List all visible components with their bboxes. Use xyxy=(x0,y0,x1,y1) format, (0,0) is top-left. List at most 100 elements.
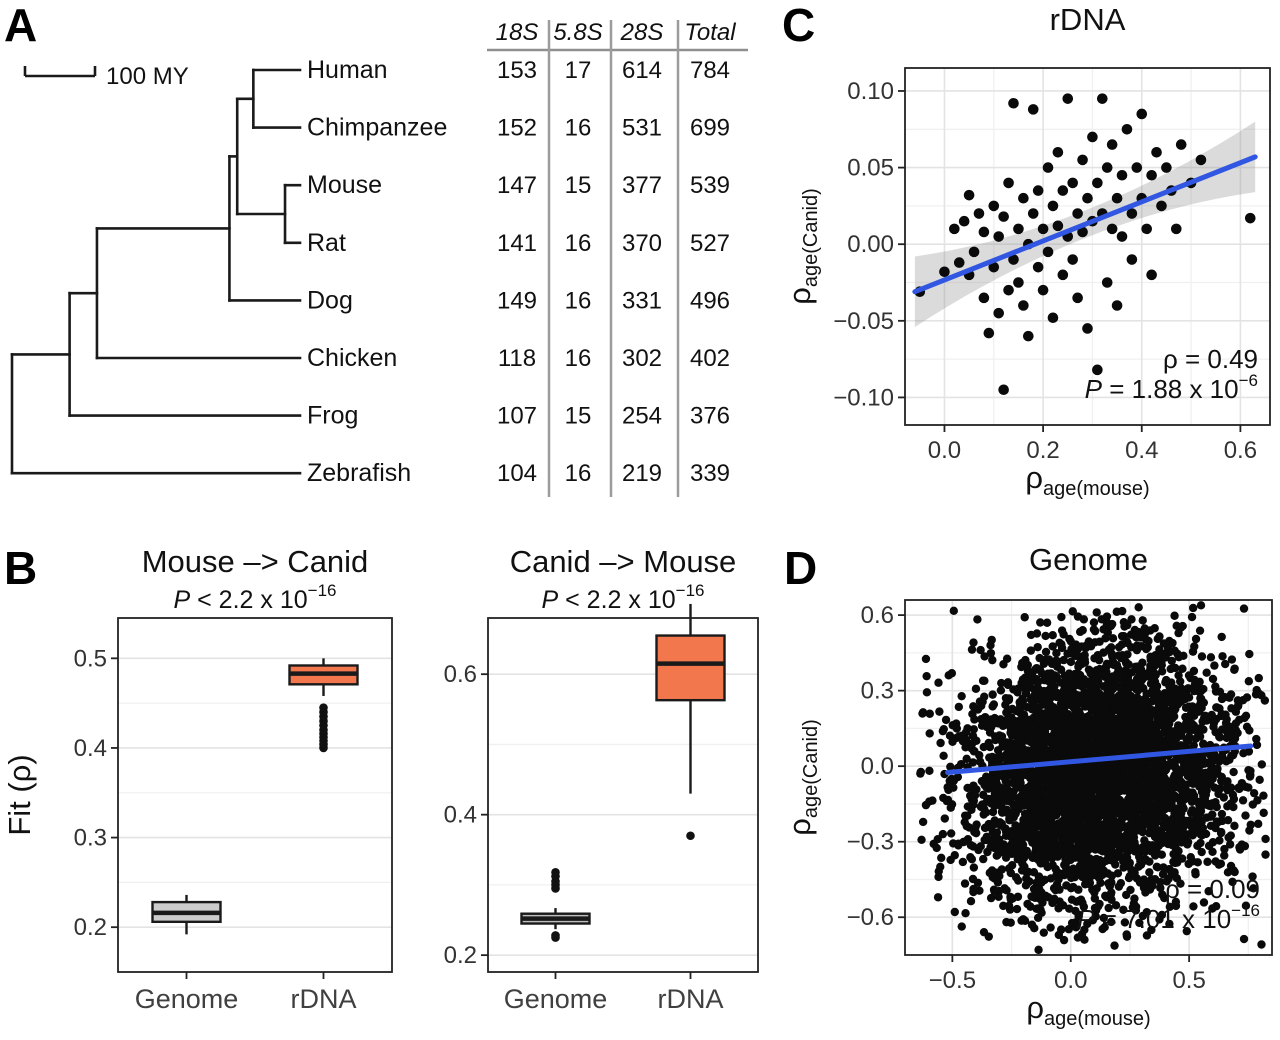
panel-border xyxy=(904,599,1273,956)
stats-rho: ρ = 0.49 xyxy=(1163,344,1258,374)
table-cell: 118 xyxy=(498,345,536,372)
x-tick-label: −0.5 xyxy=(929,967,976,994)
p-value-annotation: P < 2.2 x 10−16 xyxy=(174,581,337,614)
table-cell: 376 xyxy=(690,403,730,430)
table-cell: 402 xyxy=(690,345,730,372)
table-cell: 531 xyxy=(622,115,662,142)
category-label: Genome xyxy=(504,984,608,1014)
x-tick-label: 0.6 xyxy=(1224,437,1257,464)
phylo-tree xyxy=(10,68,302,475)
table-header: Total xyxy=(684,19,736,46)
table-cell: 16 xyxy=(565,460,592,487)
x-tick-label: 0.0 xyxy=(1054,967,1087,994)
outlier-point xyxy=(551,931,560,940)
y-tick-label: 0.6 xyxy=(861,602,894,629)
y-tick-label: −0.05 xyxy=(833,308,894,335)
stats-rho: ρ = 0.09 xyxy=(1165,874,1260,904)
table-cell: 104 xyxy=(497,460,537,487)
fit-line xyxy=(912,154,1258,295)
table-cell: 254 xyxy=(622,403,662,430)
scatter-points xyxy=(916,601,1270,955)
panel-d-scatter-genome: −0.6 −0.3 0.0 0.3 0.6 −0.5 0.0 0.5 Genome ρ = 0.0… xyxy=(782,542,1273,1030)
box-rdna xyxy=(655,603,726,841)
panel-c-label: C xyxy=(782,0,816,51)
grid xyxy=(905,68,1270,425)
p-value-annotation: P < 2.2 x 10−16 xyxy=(542,581,705,614)
table-cell: 527 xyxy=(690,230,730,257)
y-tick-label: 0.6 xyxy=(444,661,477,688)
panel-title: rDNA xyxy=(1050,2,1126,37)
table-cell: 219 xyxy=(622,460,662,487)
panel-b-label: B xyxy=(4,542,38,594)
fit-line xyxy=(945,743,1254,775)
table-cell: 16 xyxy=(565,230,592,257)
species-label: Dog xyxy=(307,286,353,314)
table-cell: 339 xyxy=(690,460,730,487)
table-cell: 153 xyxy=(497,57,537,84)
y-tick-label: −0.3 xyxy=(847,829,894,856)
x-tick-label: 0.5 xyxy=(1172,967,1205,994)
table-cell: 539 xyxy=(690,172,730,199)
species-label: Frog xyxy=(307,402,358,430)
y-tick-label: 0.00 xyxy=(847,231,894,258)
table-cell: 302 xyxy=(622,345,662,372)
table-cell: 149 xyxy=(497,287,537,314)
panel-title: Canid –> Mouse xyxy=(510,544,737,579)
table-cell: 107 xyxy=(497,403,537,430)
table-cell: 331 xyxy=(622,287,662,314)
table-cell: 152 xyxy=(497,115,537,142)
y-tick-label: 0.3 xyxy=(74,825,107,852)
category-label: Genome xyxy=(135,984,239,1014)
table-cell: 614 xyxy=(622,57,662,84)
x-tick-label: 0.4 xyxy=(1125,437,1158,464)
panel-c-scatter-rdna: −0.10 −0.05 0.00 0.05 0.10 0.0 0.2 0.4 0.6 rDNA ρ … xyxy=(782,2,1271,500)
table-header: 18S xyxy=(496,19,539,46)
y-tick-label: 0.4 xyxy=(444,802,477,829)
y-tick-label: 0.2 xyxy=(444,942,477,969)
table-header: 5.8S xyxy=(553,19,602,46)
y-tick-label: 0.5 xyxy=(74,645,107,672)
y-tick-label: 0.10 xyxy=(847,78,894,105)
y-tick-label: −0.10 xyxy=(833,384,894,411)
species-label: Mouse xyxy=(307,171,382,199)
species-label: Chimpanzee xyxy=(307,114,447,142)
panel-title: Mouse –> Canid xyxy=(142,544,369,579)
x-tick-label: 0.0 xyxy=(928,437,961,464)
grid xyxy=(118,657,392,973)
table-cell: 699 xyxy=(690,115,730,142)
species-label: Rat xyxy=(307,229,346,257)
species-label: Human xyxy=(307,56,388,84)
table-cell: 15 xyxy=(565,403,592,430)
table-cell: 16 xyxy=(565,345,592,372)
panel-border xyxy=(904,67,1271,426)
table-cell: 141 xyxy=(497,230,537,257)
category-label: rDNA xyxy=(291,984,357,1014)
panel-title: Genome xyxy=(1029,542,1148,577)
species-label: Chicken xyxy=(307,344,397,372)
box-rdna xyxy=(288,658,359,753)
x-axis-label: ρage(mouse) xyxy=(1025,460,1149,500)
stats-p: P = 7.01 x 10−16 xyxy=(1077,901,1260,934)
table-header: 28S xyxy=(620,19,664,46)
table-cell: 15 xyxy=(565,172,592,199)
x-axis-label: ρage(mouse) xyxy=(1026,990,1150,1030)
panel-border xyxy=(487,617,759,973)
y-axis-label: ρage(Canid) xyxy=(782,188,822,305)
panel-d-label: D xyxy=(784,542,818,594)
y-tick-label: 0.4 xyxy=(74,735,107,762)
outlier-point xyxy=(551,867,560,877)
table-cell: 377 xyxy=(622,172,662,199)
table-cell: 147 xyxy=(497,172,537,199)
y-tick-label: 0.2 xyxy=(74,914,107,941)
table-cell: 16 xyxy=(565,287,592,314)
box-genome xyxy=(151,894,222,935)
y-axis-label: ρage(Canid) xyxy=(782,719,822,836)
panel-a-label: A xyxy=(4,0,38,51)
table-cell: 17 xyxy=(565,57,592,84)
table-cell: 784 xyxy=(690,57,730,84)
outlier-point xyxy=(319,703,328,712)
scale-bar xyxy=(23,66,97,78)
species-label: Zebrafish xyxy=(307,459,411,487)
